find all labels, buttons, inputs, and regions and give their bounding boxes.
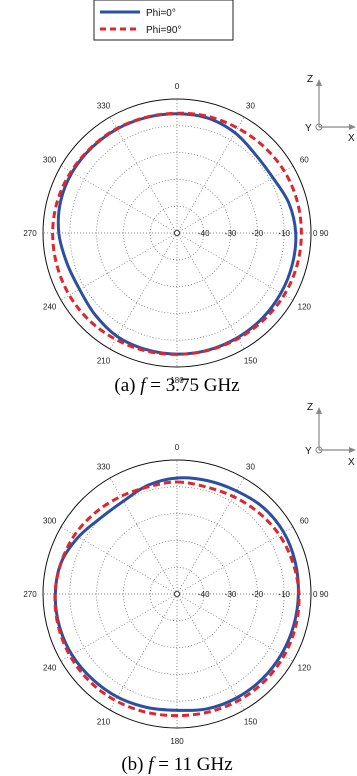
caption-b: (b) f = 11 GHz [121,754,232,775]
caption-a: (a) f = 3.75 GHz [114,375,239,396]
angle-tick-label: 300 [43,156,57,165]
radial-tick-label: -40 [198,590,210,599]
angle-tick-label: 270 [23,229,37,238]
grid-spoke [109,477,178,595]
radial-tick-label: -20 [252,590,264,599]
radial-tick-label: -30 [225,590,237,599]
legend-label-phi0: Phi=0° [146,8,176,19]
radial-tick-label: -30 [225,229,237,238]
legend: Phi=0° Phi=90° [93,0,234,41]
grid-spoke [109,116,178,234]
grid-spoke [176,116,245,234]
angle-tick-label: 90 [320,229,329,238]
z-axis-label: Z [307,74,313,85]
grid-ring [69,125,285,341]
polar-chart-a: 0 30 60 90 120 150 180 210 240 270 300 330 -40 -30 -20… [23,82,329,385]
angle-tick-label: 150 [244,717,258,726]
z-axis-label: Z [307,402,313,413]
radial-tick-label: -10 [278,229,290,238]
y-axis-label: Y [305,123,312,134]
coordinate-axes-icon-top: Z Y X [305,74,356,144]
grid-ring [123,540,231,648]
angle-tick-label: 240 [43,664,57,673]
grid-ring [149,205,205,261]
angle-tick-label: 270 [23,590,37,599]
polar-chart-b: 0 30 60 90 120 150 180 210 240 270 300 330 -40 -30 -20… [23,443,329,746]
x-arrowhead [349,124,356,130]
angle-tick-label: 90 [320,590,329,599]
angle-tick-label: 0 [175,82,180,91]
grid-spoke [176,232,245,350]
angle-tick-label: 210 [97,356,111,365]
angle-tick-label: 30 [246,102,255,111]
series-phi90-curve [53,480,301,718]
grid-spoke [60,526,178,595]
x-arrowhead [349,447,356,453]
grid-spoke [109,232,178,350]
grid-spoke [60,165,178,234]
grid-spoke [176,526,294,595]
series-phi90-curve [51,111,303,356]
angle-tick-label: 300 [43,517,57,526]
z-arrowhead [316,79,322,86]
grid-ring [96,152,258,314]
radial-tick-label: 0 [313,590,318,599]
radial-tick-label: 0 [313,229,318,238]
grid-spoke [109,593,178,711]
radial-tick-label: -40 [198,229,210,238]
angle-tick-label: 150 [244,356,258,365]
angle-tick-label: 240 [43,303,57,312]
grid-ring [96,513,258,675]
grid-spoke [176,232,294,301]
y-axis-symbol [315,446,323,454]
angle-tick-label: 60 [300,156,309,165]
grid-ring [149,566,205,622]
outer-ring [42,98,312,368]
grid-spoke [176,165,294,234]
angle-tick-label: 180 [170,376,184,385]
outer-ring [42,459,312,729]
angle-tick-label: 60 [300,517,309,526]
angle-tick-label: 120 [298,303,312,312]
grid-spoke [176,593,245,711]
angle-tick-label: 330 [97,463,111,472]
x-axis-label: X [348,133,355,144]
grid-ring [123,179,231,287]
angle-tick-label: 210 [97,717,111,726]
legend-box [93,0,234,41]
legend-label-phi90: Phi=90° [146,25,181,36]
y-axis-label: Y [305,446,312,457]
coordinate-axes-icon-bottom: Z Y X [305,402,356,468]
angle-tick-label: 0 [175,443,180,452]
x-axis-label: X [348,457,355,468]
angle-tick-label: 180 [170,737,184,746]
angle-tick-label: 30 [246,463,255,472]
angle-tick-label: 120 [298,664,312,673]
grid-spoke [60,593,178,662]
grid-ring [69,486,285,702]
angle-tick-label: 330 [97,102,111,111]
y-axis-symbol [315,123,323,131]
radial-tick-label: -20 [252,229,264,238]
center-mark [174,591,180,597]
center-mark [174,230,180,236]
z-arrowhead [316,407,322,414]
grid-spoke [176,593,294,662]
series-phi0-curve [53,476,300,712]
radial-tick-label: -10 [278,590,290,599]
